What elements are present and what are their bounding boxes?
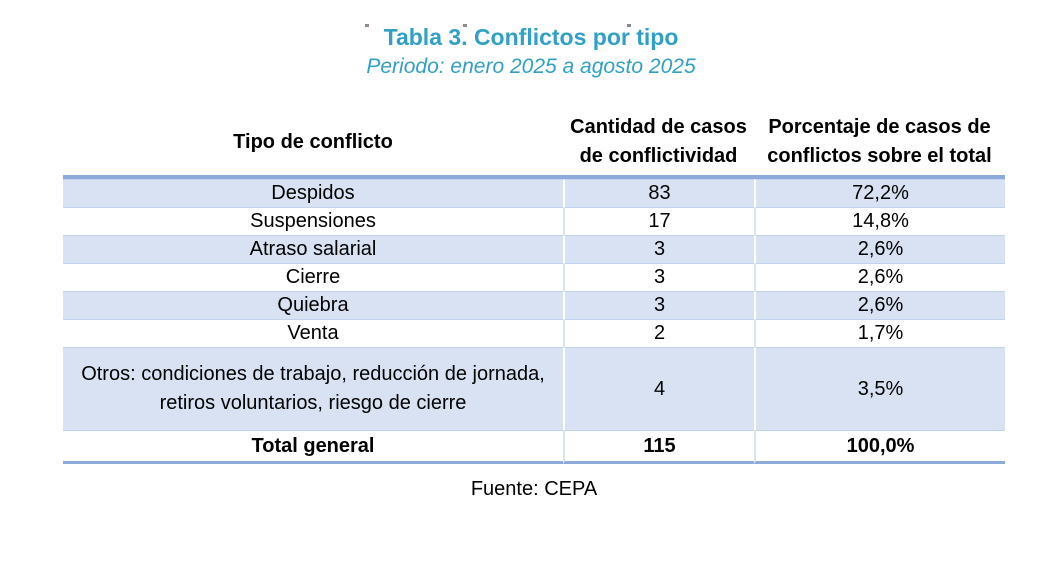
cropped-text-artifact <box>463 24 467 27</box>
cell-cantidad: 3 <box>563 291 754 320</box>
column-header-tipo: Tipo de conflicto <box>63 110 563 179</box>
column-header-porcentaje: Porcentaje de casos de conflictos sobre … <box>754 110 1005 179</box>
cell-tipo: Atraso salarial <box>63 235 563 264</box>
cell-cantidad: 83 <box>563 179 754 208</box>
cropped-text-artifact <box>627 24 631 27</box>
table-container: Tipo de conflicto Cantidad de casos de c… <box>63 110 1005 501</box>
cell-tipo: Despidos <box>63 179 563 208</box>
total-row: Total general 115 100,0% <box>63 431 1005 464</box>
header-row: Tipo de conflicto Cantidad de casos de c… <box>63 110 1005 179</box>
table-row: Despidos 83 72,2% <box>63 179 1005 208</box>
column-header-cantidad: Cantidad de casos de conflictividad <box>563 110 754 179</box>
cell-porcentaje: 2,6% <box>754 235 1005 264</box>
conflict-table: Tipo de conflicto Cantidad de casos de c… <box>63 110 1005 464</box>
source-note: Fuente: CEPA <box>470 478 598 500</box>
cell-porcentaje: 100,0% <box>754 431 1005 464</box>
cell-cantidad: 3 <box>563 235 754 264</box>
cell-tipo: Suspensiones <box>63 208 563 235</box>
cell-porcentaje: 1,7% <box>754 320 1005 347</box>
cell-tipo: Quiebra <box>63 291 563 320</box>
cell-tipo: Total general <box>63 431 563 464</box>
table-title: Tabla 3. Conflictos por tipo <box>383 24 679 50</box>
table-row: Quiebra 3 2,6% <box>63 291 1005 320</box>
cell-porcentaje: 2,6% <box>754 291 1005 320</box>
cell-cantidad: 4 <box>563 347 754 431</box>
table-row: Atraso salarial 3 2,6% <box>63 235 1005 264</box>
cell-porcentaje: 2,6% <box>754 264 1005 291</box>
cropped-text-artifact <box>365 24 369 27</box>
cell-cantidad: 17 <box>563 208 754 235</box>
cell-porcentaje: 14,8% <box>754 208 1005 235</box>
table-row: Venta 2 1,7% <box>63 320 1005 347</box>
cell-porcentaje: 72,2% <box>754 179 1005 208</box>
table-row: Cierre 3 2,6% <box>63 264 1005 291</box>
cell-cantidad: 2 <box>563 320 754 347</box>
cell-cantidad: 3 <box>563 264 754 291</box>
table-row: Suspensiones 17 14,8% <box>63 208 1005 235</box>
cell-tipo: Otros: condiciones de trabajo, reducción… <box>63 347 563 431</box>
cell-porcentaje: 3,5% <box>754 347 1005 431</box>
cell-cantidad: 115 <box>563 431 754 464</box>
cell-tipo: Cierre <box>63 264 563 291</box>
table-row: Otros: condiciones de trabajo, reducción… <box>63 347 1005 431</box>
table-subtitle: Periodo: enero 2025 a agosto 2025 <box>366 55 696 78</box>
cell-tipo: Venta <box>63 320 563 347</box>
